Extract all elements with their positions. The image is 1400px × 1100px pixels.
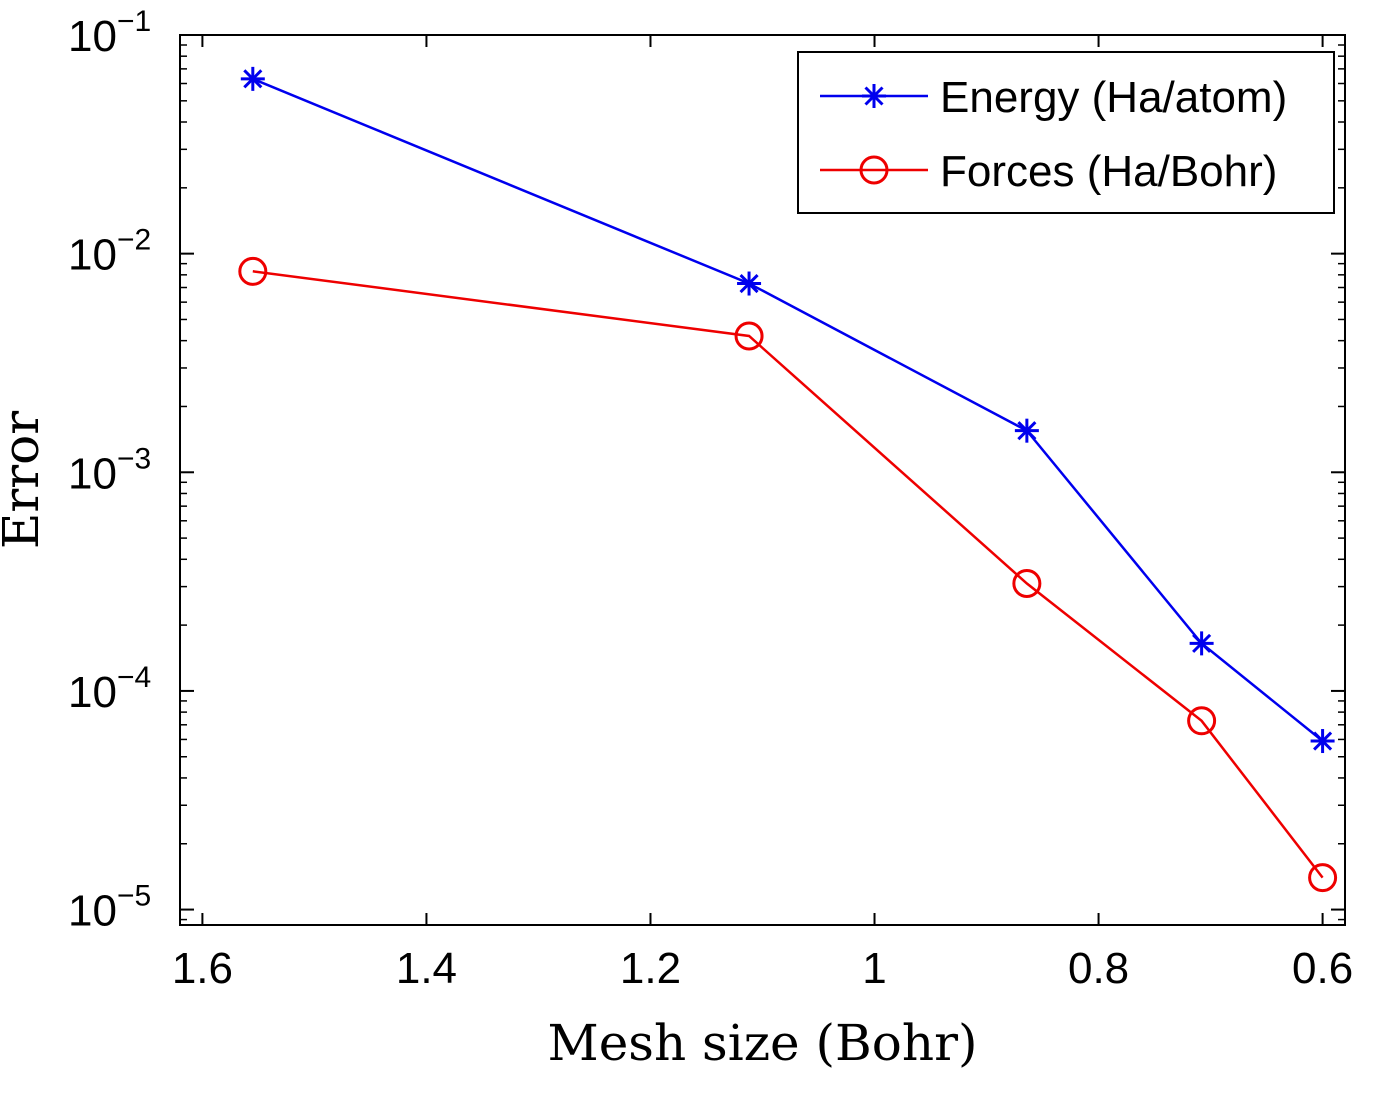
legend-item-forces: Forces (Ha/Bohr): [820, 147, 1277, 196]
x-tick-label: 0.6: [1292, 944, 1353, 993]
legend-marker: [862, 84, 886, 108]
series-forces: [238, 256, 1338, 893]
x-tick-label: 1.2: [620, 944, 681, 993]
data-point-forces: [1012, 568, 1042, 598]
x-tick-label: 0.8: [1068, 944, 1129, 993]
data-point-energy: [737, 271, 762, 296]
series-layer: [238, 66, 1338, 893]
y-tick-label: 10−2: [68, 224, 151, 280]
y-axis-title: Error: [0, 411, 50, 549]
data-point-forces: [734, 321, 764, 351]
legend: Energy (Ha/atom) Forces (Ha/Bohr): [797, 51, 1335, 214]
data-point-energy: [1310, 729, 1335, 754]
y-tick-label: 10−1: [68, 5, 151, 61]
legend-box: [797, 51, 1335, 214]
legend-label: Forces (Ha/Bohr): [940, 147, 1277, 196]
data-point-energy: [240, 66, 265, 91]
series-line-forces: [252, 270, 1324, 879]
y-tick-label: 10−5: [68, 880, 151, 936]
y-minor-ticks: [180, 44, 1345, 921]
x-tick-label: 1.4: [396, 944, 457, 993]
asterisk-stroke: [1192, 633, 1212, 653]
series-energy: [240, 66, 1335, 754]
asterisk-stroke: [739, 273, 759, 294]
legend-entries: Energy (Ha/atom) Forces (Ha/Bohr): [820, 73, 1287, 196]
major-ticks: [180, 34, 1345, 925]
data-point-forces: [1187, 706, 1217, 736]
x-tick-label: 1.6: [172, 944, 233, 993]
x-axis-title: Mesh size (Bohr): [548, 1014, 978, 1072]
data-point-forces: [1308, 863, 1338, 893]
y-tick-label: 10−3: [68, 442, 151, 498]
x-tick-label: 1: [862, 944, 886, 993]
y-tick-labels: 10−5 10−4 10−3 10−2 10−1: [68, 5, 151, 936]
asterisk-stroke: [1313, 731, 1333, 751]
asterisk-stroke: [1017, 421, 1037, 441]
legend-item-energy: Energy (Ha/atom): [820, 73, 1287, 122]
legend-label: Energy (Ha/atom): [940, 73, 1287, 122]
data-point-energy: [1014, 418, 1039, 443]
asterisk-stroke: [243, 69, 263, 89]
y-tick-label: 10−4: [68, 661, 151, 717]
asterisk-stroke: [864, 86, 884, 106]
data-point-energy: [1189, 631, 1214, 656]
legend-marker: [859, 155, 889, 185]
data-point-forces: [238, 256, 268, 286]
x-tick-labels: 1.6 1.4 1.2 1 0.8 0.6: [172, 944, 1353, 993]
